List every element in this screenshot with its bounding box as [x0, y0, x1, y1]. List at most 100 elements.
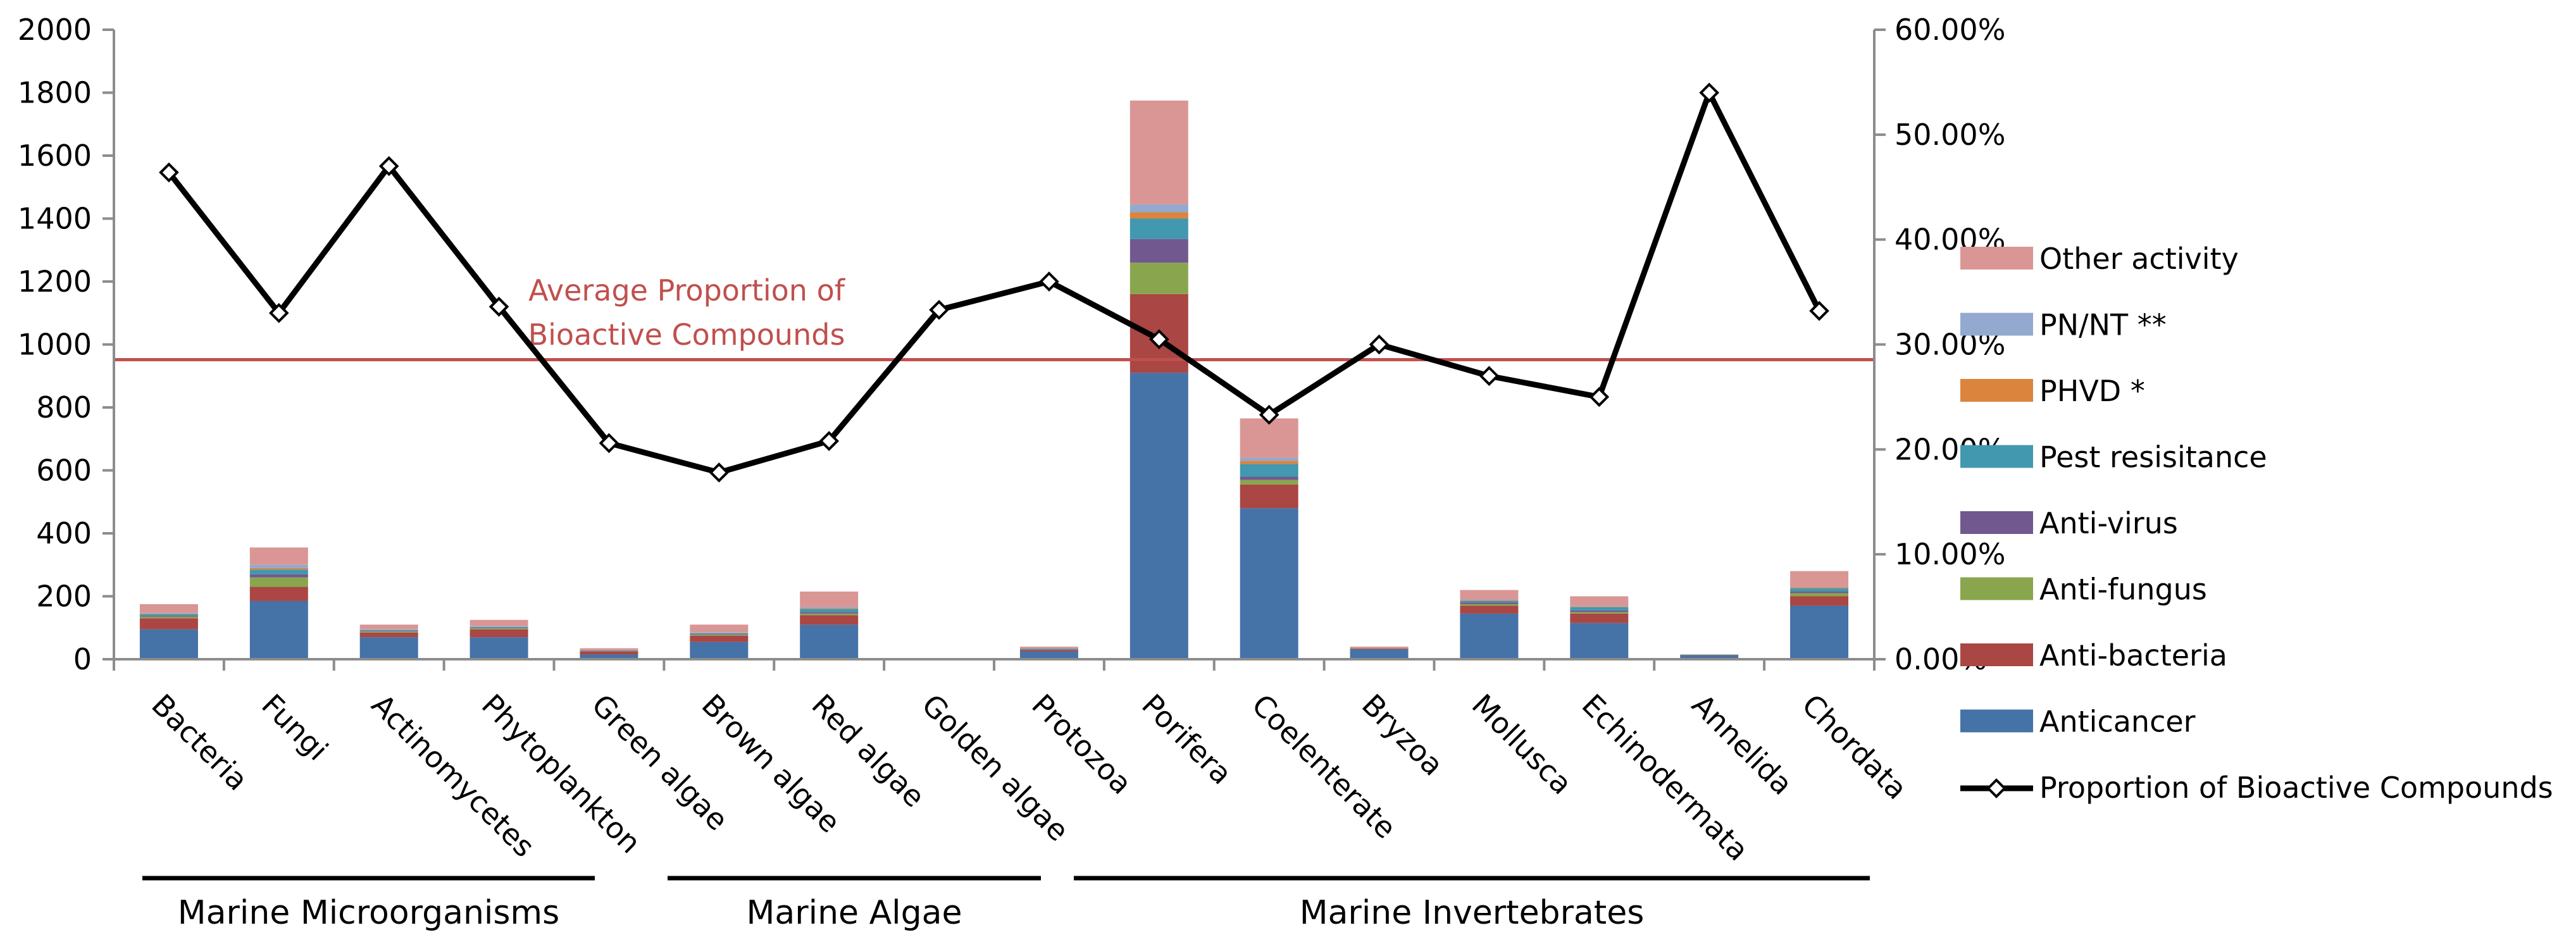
bar-bacteria-pn-nt [140, 612, 198, 613]
bar-fungi-anti-bacteria [250, 587, 308, 601]
bar-echinodermata-pn-nt [1570, 605, 1628, 606]
bar-porifera-anti-fungus [1130, 263, 1188, 294]
bar-chordata-anti-bacteria [1790, 597, 1848, 606]
y-left-tick-label: 200 [36, 580, 92, 614]
legend-swatch-pn-nt [1960, 313, 2033, 336]
x-label-protozoa: Protozoa [1025, 688, 1138, 801]
bar-brown-algae-pest-resisitance [690, 633, 748, 634]
bar-red-algae-pest-resisitance [800, 609, 858, 612]
x-label-fungi: Fungi [255, 688, 335, 767]
bar-bryzoa-pest-resisitance [1350, 648, 1409, 649]
bar-coelenterate-anti-bacteria [1240, 485, 1298, 508]
bar-chordata-anti-fungus [1790, 593, 1848, 597]
bar-actinomycetes-anti-bacteria [360, 633, 418, 637]
bar-phytoplankton-anti-fungus [470, 628, 528, 629]
bar-mollusca-pest-resisitance [1460, 601, 1518, 602]
bar-chordata-other-activity [1790, 571, 1848, 587]
bar-red-algae-phvd [800, 608, 858, 609]
bar-actinomycetes-pest-resisitance [360, 630, 418, 631]
bar-bacteria-anti-bacteria [140, 618, 198, 629]
x-label-annelida: Annelida [1685, 688, 1799, 802]
y-left-tick-label: 1000 [18, 328, 92, 362]
bar-echinodermata-anticancer [1570, 623, 1628, 659]
bar-mollusca-anticancer [1460, 614, 1518, 659]
axes: 02004006008001000120014001600180020000.0… [18, 13, 2005, 676]
bar-fungi-pn-nt [250, 565, 308, 568]
bar-coelenterate-anti-virus [1240, 476, 1298, 480]
bar-phytoplankton-anti-bacteria [470, 630, 528, 637]
bar-brown-algae-anti-bacteria [690, 636, 748, 642]
bar-red-algae-other-activity [800, 592, 858, 607]
legend-label-proportion-of-bioactive-compounds: Proportion of Bioactive Compounds [2039, 771, 2553, 805]
legend-swatch-anti-virus [1960, 511, 2033, 534]
bar-brown-algae-anti-virus [690, 634, 748, 635]
legend-swatch-anti-bacteria [1960, 643, 2033, 666]
bar-red-algae-anticancer [800, 624, 858, 659]
proportion-line [169, 93, 1819, 473]
bar-protozoa-pest-resisitance [1020, 648, 1078, 649]
bar-actinomycetes-pn-nt [360, 629, 418, 630]
y-left-tick-label: 1200 [18, 264, 92, 299]
stacked-bars [140, 101, 1848, 659]
bar-bryzoa-other-activity [1350, 647, 1409, 648]
x-label-mollusca: Mollusca [1465, 688, 1579, 802]
bar-red-algae-anti-fungus [800, 614, 858, 615]
legend-label-phvd: PHVD * [2039, 374, 2145, 408]
average-reference-label-line-1: Average Proportion of [528, 273, 846, 307]
bar-mollusca-anti-fungus [1460, 604, 1518, 605]
bar-porifera-other-activity [1130, 101, 1188, 204]
y-left-tick-label: 800 [36, 390, 92, 425]
bar-bacteria-pest-resisitance [140, 614, 198, 616]
bar-coelenterate-anti-fungus [1240, 480, 1298, 484]
bar-fungi-anti-fungus [250, 578, 308, 587]
legend-label-anti-bacteria: Anti-bacteria [2039, 638, 2227, 673]
bar-red-algae-anti-virus [800, 612, 858, 613]
bar-fungi-pest-resisitance [250, 569, 308, 574]
group-label-marine-algae: Marine Algae [747, 894, 962, 932]
bar-echinodermata-anti-bacteria [1570, 614, 1628, 623]
bar-mollusca-other-activity [1460, 590, 1518, 600]
bar-actinomycetes-anticancer [360, 637, 418, 659]
legend-label-anticancer: Anticancer [2039, 705, 2196, 739]
bar-phytoplankton-pest-resisitance [470, 627, 528, 628]
bar-chordata-pest-resisitance [1790, 588, 1848, 592]
proportion-point-echinodermata [1591, 388, 1607, 405]
bar-porifera-pn-nt [1130, 204, 1188, 212]
bar-fungi-other-activity [250, 547, 308, 564]
bar-coelenterate-anticancer [1240, 508, 1298, 659]
bar-echinodermata-anti-virus [1570, 611, 1628, 612]
bar-mollusca-phvd [1460, 600, 1518, 601]
bar-echinodermata-other-activity [1570, 597, 1628, 606]
bar-actinomycetes-anti-fungus [360, 631, 418, 632]
legend-label-anti-virus: Anti-virus [2039, 506, 2178, 540]
bar-fungi-anti-virus [250, 574, 308, 578]
bar-chordata-anti-virus [1790, 592, 1848, 593]
x-label-porifera: Porifera [1135, 688, 1239, 791]
group-label-marine-microorganisms: Marine Microorganisms [178, 894, 559, 932]
bar-brown-algae-pn-nt [690, 632, 748, 633]
bar-mollusca-pn-nt [1460, 599, 1518, 600]
legend-label-anti-fungus: Anti-fungus [2039, 573, 2207, 607]
legend-swatch-phvd [1960, 379, 2033, 402]
bar-bacteria-anticancer [140, 630, 198, 659]
y-left-tick-label: 0 [73, 642, 92, 676]
bar-brown-algae-anticancer [690, 642, 748, 659]
proportion-point-brown-algae [711, 464, 727, 481]
bar-coelenterate-phvd [1240, 461, 1298, 464]
bar-fungi-anticancer [250, 601, 308, 659]
bar-chordata-anticancer [1790, 605, 1848, 659]
legend-swatch-pest-resisitance [1960, 445, 2033, 468]
group-label-marine-invertebrates: Marine Invertebrates [1300, 894, 1645, 932]
legend-swatch-other-activity [1960, 247, 2033, 270]
y-right-tick-label: 50.00% [1895, 118, 2005, 152]
y-left-tick-label: 1400 [18, 202, 92, 236]
category-group-brackets: Marine Microorganisms Marine Algae Marine … [142, 878, 1870, 932]
x-label-bryzoa: Bryzoa [1355, 688, 1450, 783]
bar-echinodermata-pest-resisitance [1570, 607, 1628, 611]
legend-swatch-anti-fungus [1960, 578, 2033, 600]
y-left-tick-label: 400 [36, 516, 92, 550]
y-left-tick-label: 1600 [18, 139, 92, 173]
